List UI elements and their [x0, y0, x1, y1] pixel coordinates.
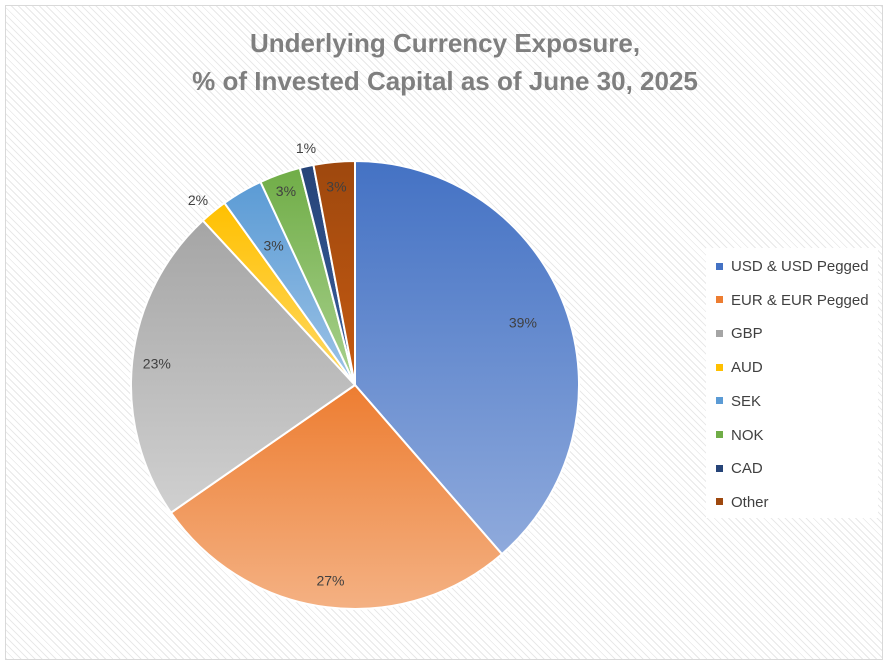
legend-swatch	[716, 262, 723, 270]
legend-swatch	[716, 363, 723, 371]
legend-label: NOK	[731, 426, 764, 444]
slice-label-eur-and-eur-pegged: 27%	[316, 573, 344, 589]
slice-label-cad: 1%	[296, 140, 316, 156]
legend-label: SEK	[731, 392, 762, 410]
legend-item-eur-and-eur-pegged: EUR & EUR Pegged	[716, 291, 869, 311]
legend-label: Other	[731, 493, 769, 511]
legend-item-gbp: GBP	[716, 324, 763, 344]
chart-title: Underlying Currency Exposure, % of Inves…	[0, 24, 890, 100]
legend-item-sek: SEK	[716, 392, 761, 412]
legend-label: EUR & EUR Pegged	[731, 291, 869, 309]
legend-item-aud: AUD	[716, 358, 763, 378]
legend-label: CAD	[731, 460, 763, 478]
legend-item-usd-and-usd-pegged: USD & USD Pegged	[716, 257, 869, 277]
legend-swatch	[716, 397, 723, 405]
legend-swatch	[716, 464, 723, 472]
slice-label-nok: 3%	[276, 183, 296, 199]
pie-slice-other	[312, 159, 356, 386]
legend-swatch	[716, 296, 723, 304]
legend-swatch	[716, 431, 723, 439]
pie-slice-gbp	[129, 219, 357, 515]
slice-label-usd-and-usd-pegged: 39%	[509, 314, 537, 330]
pie-slice-eur-and-eur-pegged	[169, 383, 504, 610]
legend-label: GBP	[731, 325, 763, 343]
slice-label-gbp: 23%	[143, 355, 171, 371]
legend-label: USD & USD Pegged	[731, 258, 869, 275]
chart-title-line-1: Underlying Currency Exposure,	[249, 28, 641, 58]
legend-swatch	[716, 498, 723, 506]
legend-item-other: Other	[716, 493, 769, 513]
slice-label-other: 3%	[326, 179, 346, 195]
legend-item-nok: NOK	[716, 426, 764, 446]
chart-title-line-2: % of Invested Capital as of June 30, 202…	[192, 66, 698, 96]
chart-legend: USD & USD Pegged EUR & EUR Pegged GBP AUD SE…	[706, 248, 878, 518]
legend-label: AUD	[731, 359, 763, 377]
slice-label-aud: 2%	[188, 192, 208, 208]
legend-item-cad: CAD	[716, 459, 763, 479]
slice-label-sek: 3%	[263, 238, 283, 254]
pie-slice-usd-and-usd-pegged	[354, 159, 580, 556]
legend-swatch	[716, 329, 723, 337]
